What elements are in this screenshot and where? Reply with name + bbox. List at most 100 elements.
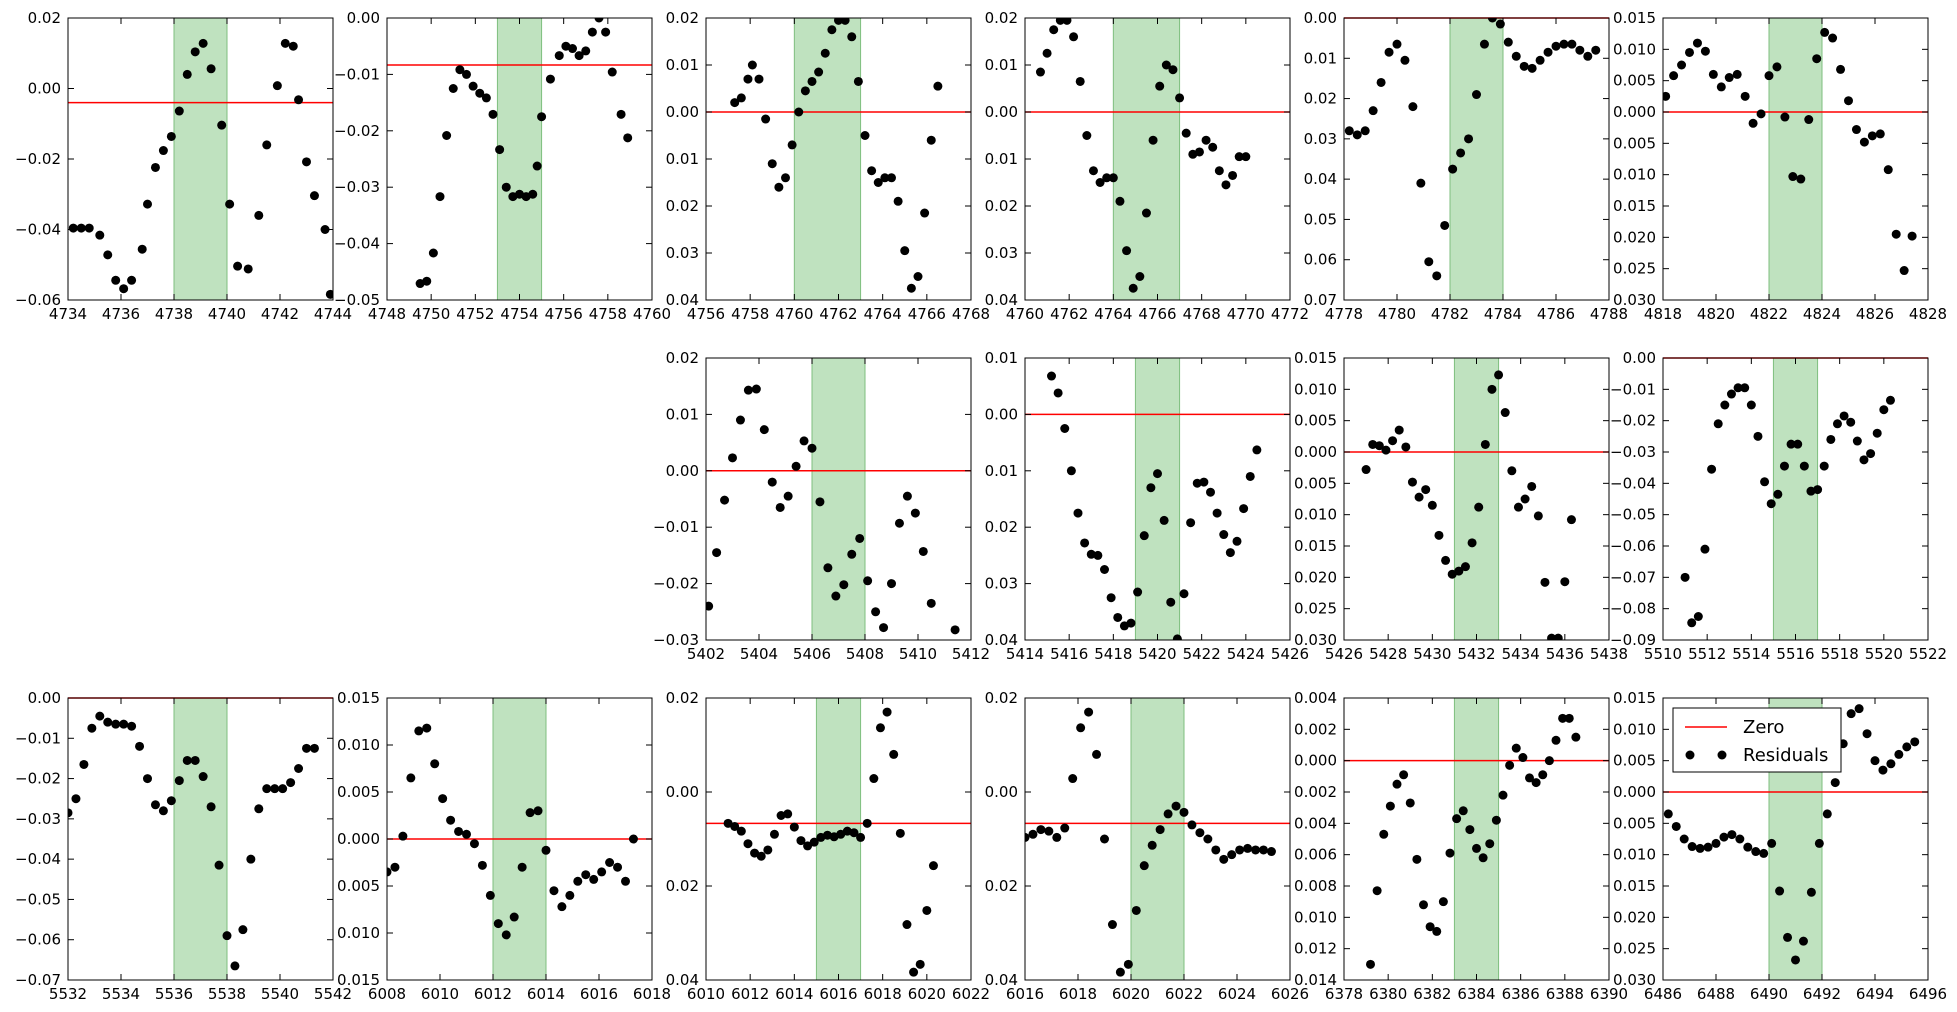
residual-point <box>1379 829 1389 839</box>
residual-point <box>796 836 806 846</box>
y-tick-label: −0.02 <box>15 770 61 788</box>
y-tick-label: −0.07 <box>1610 568 1656 586</box>
residual-point <box>1399 770 1409 780</box>
y-tick-label: 0.02 <box>985 9 1018 27</box>
x-tick-label: 6012 <box>731 985 769 1003</box>
residual-point <box>1414 492 1424 502</box>
residual-points <box>1025 707 1276 977</box>
y-tick-label: 0.00 <box>28 80 61 98</box>
residual-points <box>1366 713 1581 969</box>
subplot-12: 6008 6010 6012 6014 6016 6018 0.015 0.010 0.005 0… <box>337 689 671 1003</box>
residual-point <box>1456 148 1466 158</box>
residual-point <box>233 261 243 271</box>
residual-point <box>594 18 604 23</box>
y-tick-label: 0.010 <box>1613 846 1656 864</box>
residual-point <box>1419 900 1428 910</box>
residual-point <box>1560 577 1570 587</box>
residual-point <box>1543 47 1553 57</box>
x-tick-label: 5426 <box>1271 645 1309 663</box>
highlight-band <box>793 17 862 301</box>
highlight-band <box>173 697 228 981</box>
residual-point <box>1454 566 1464 576</box>
residual-point <box>1498 790 1508 800</box>
y-tick-label: −0.04 <box>15 850 61 868</box>
y-tick-label: 0.015 <box>1613 689 1656 707</box>
residual-point <box>736 93 746 103</box>
residual-point <box>1899 266 1909 276</box>
subplot-4: 4760 4762 4764 4766 4768 4770 4772 0.02 0.01 0.00… <box>985 9 1310 323</box>
residual-point <box>1772 62 1782 72</box>
subplot-3: 4756 4758 4760 4762 4764 4766 4768 0.02 0.01 0.00… <box>666 9 991 323</box>
legend-label: Zero <box>1743 717 1784 738</box>
y-tick-label: 0.03 <box>985 575 1018 593</box>
residual-point <box>1820 27 1830 37</box>
x-tick-label: 6026 <box>1271 985 1309 1003</box>
y-tick-label: 0.002 <box>1294 720 1337 738</box>
residual-point <box>1740 383 1750 393</box>
residual-point <box>1374 441 1384 451</box>
residual-point <box>174 106 184 116</box>
residual-point <box>730 821 740 831</box>
residual-point <box>475 88 485 98</box>
residual-point <box>879 623 889 633</box>
x-tick-label: 5432 <box>1457 645 1495 663</box>
residual-point <box>1163 809 1173 819</box>
residual-point <box>501 182 511 192</box>
residual-point <box>1720 400 1730 410</box>
y-tick-label: −0.05 <box>334 291 380 309</box>
residual-point <box>477 860 487 870</box>
residual-point <box>918 546 928 556</box>
x-tick-label: 4780 <box>1378 305 1416 323</box>
residual-point <box>1571 732 1581 742</box>
residual-point <box>1693 612 1703 621</box>
residual-point <box>616 109 626 119</box>
residual-point <box>1839 411 1849 421</box>
residual-point <box>1551 735 1561 745</box>
residual-point <box>1412 854 1422 864</box>
residual-point <box>1894 749 1904 759</box>
residual-point <box>1719 832 1729 842</box>
residual-point <box>1846 417 1856 427</box>
residual-point <box>488 109 498 119</box>
residual-point <box>1583 51 1593 61</box>
x-tick-label: 5510 <box>1644 645 1682 663</box>
y-tick-label: −0.01 <box>15 729 61 747</box>
residual-point <box>1680 572 1690 582</box>
residual-point <box>1520 494 1530 504</box>
residual-point <box>166 796 176 806</box>
residual-point <box>1685 47 1694 57</box>
subplot-10: 5510 5512 5514 5516 5518 5520 5522 0.00 −0.01 −0.… <box>1610 349 1947 663</box>
y-tick-label: 0.07 <box>1304 291 1337 309</box>
residual-point <box>743 74 753 84</box>
residual-point <box>1066 466 1076 476</box>
residual-point <box>1372 886 1382 896</box>
residual-point <box>1416 178 1426 188</box>
residual-point <box>1472 843 1481 853</box>
residual-point <box>1700 544 1710 554</box>
residual-point <box>1434 530 1444 540</box>
y-tick-label: 0.00 <box>28 689 61 707</box>
residual-point <box>1211 845 1221 855</box>
y-tick-label: 0.00 <box>985 103 1018 121</box>
residual-point <box>1052 832 1062 842</box>
residual-point <box>847 32 857 42</box>
residual-point <box>1194 147 1204 157</box>
residual-point <box>1907 231 1917 241</box>
residual-point <box>481 93 491 103</box>
x-tick-label: 4778 <box>1325 305 1363 323</box>
residual-point <box>1766 499 1776 509</box>
residual-point <box>1427 500 1437 510</box>
residual-point <box>1131 905 1141 915</box>
residual-point <box>1751 847 1761 857</box>
residual-point <box>621 876 630 886</box>
residual-point <box>1425 922 1435 932</box>
residual-point <box>1366 959 1375 969</box>
residual-point <box>1878 765 1888 775</box>
highlight-band <box>496 17 543 301</box>
residual-point <box>1707 464 1717 474</box>
residual-point <box>286 778 296 788</box>
x-tick-label: 4756 <box>687 305 725 323</box>
residual-point <box>549 886 559 896</box>
residual-point <box>422 276 432 286</box>
residual-point <box>823 563 833 573</box>
